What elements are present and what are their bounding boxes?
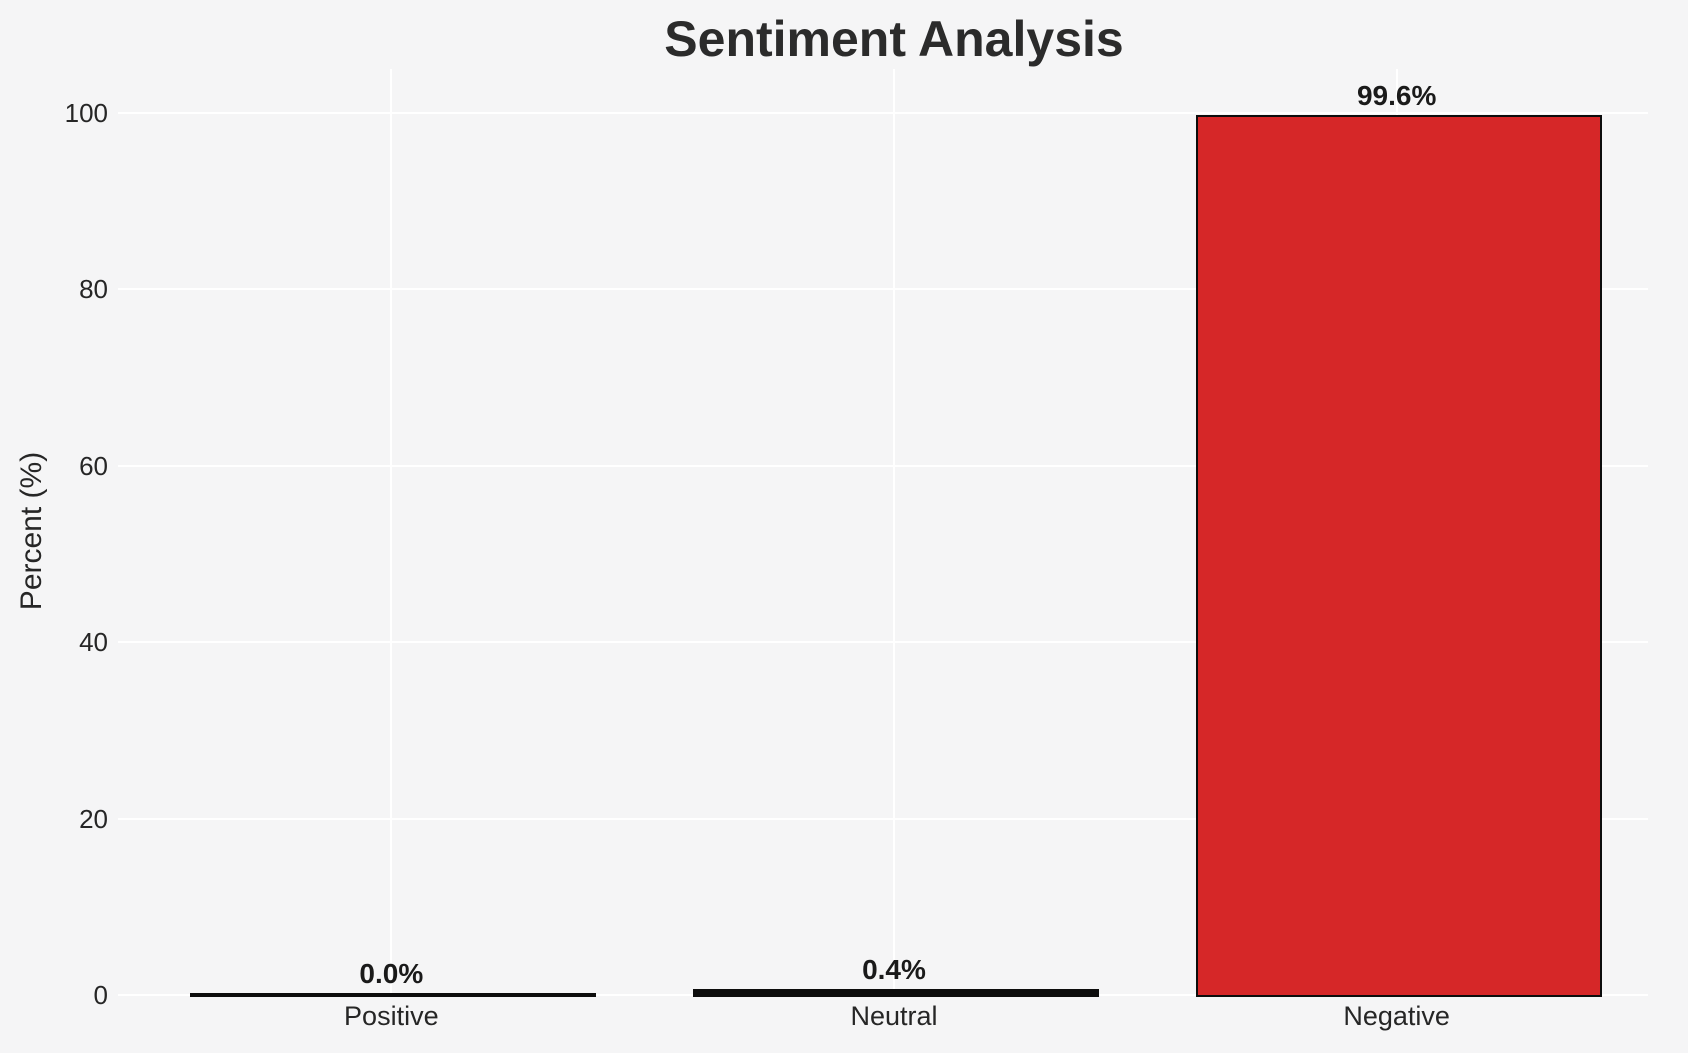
gridline-y-20 (118, 817, 1648, 820)
bar-value-label-negative: 99.6% (1356, 79, 1437, 111)
gridline-y-40 (118, 641, 1648, 644)
y-tick-label-40: 40 (79, 627, 108, 658)
x-tick-label-positive: Positive (344, 1001, 439, 1031)
gridline-y-80 (118, 288, 1648, 291)
x-tick-label-neutral: Neutral (850, 1001, 938, 1031)
gridline-x-neutral (893, 69, 895, 995)
y-tick-label-60: 60 (79, 450, 108, 481)
gridline-y-60 (118, 464, 1648, 467)
x-tick-label-negative: Negative (1343, 1001, 1450, 1031)
y-tick-label-100: 100 (64, 98, 108, 129)
gridline-y-100 (118, 112, 1648, 115)
bar-value-label-positive: 0.0% (359, 958, 424, 989)
bar-positive (190, 993, 597, 997)
bar-negative (1195, 114, 1602, 997)
chart-title: Sentiment Analysis (664, 11, 1124, 67)
y-tick-label-80: 80 (79, 274, 108, 305)
bar-value-label-neutral: 0.4% (862, 954, 926, 986)
bar-neutral (692, 989, 1100, 997)
gridline-x-positive (390, 69, 393, 995)
y-tick-label-0: 0 (93, 980, 108, 1010)
y-tick-label-20: 20 (79, 803, 108, 834)
